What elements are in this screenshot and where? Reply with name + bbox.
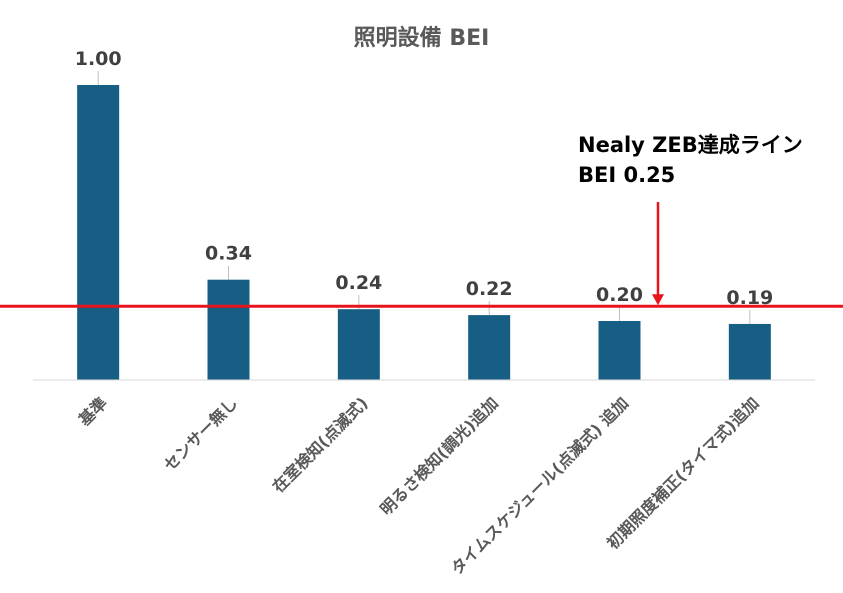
reference-line-label-1: Nealy ZEB達成ライン [578,133,803,157]
reference-line-label-2: BEI 0.25 [578,163,676,187]
category-label: 在室検知(点滅式) [269,393,372,496]
chart-title: 照明設備 BEI [353,26,490,51]
category-label: 明るさ検知(調光)追加 [376,393,502,519]
data-label: 1.00 [75,48,122,70]
bar [207,279,250,380]
data-label: 0.24 [335,272,382,294]
bar [598,321,641,380]
data-label: 0.19 [726,287,773,309]
bar [728,323,771,380]
bar [77,85,120,380]
data-label: 0.34 [205,243,252,265]
category-label: センサー無し [160,393,241,474]
reference-arrow-head [652,294,664,306]
reference-line-annotation: Nealy ZEB達成ライン BEI 0.25 [578,130,803,190]
bar [468,315,511,380]
bar [337,309,380,380]
category-label: 初期照度補正(タイマ式)追加 [603,393,763,553]
data-label: 0.22 [466,278,513,300]
data-label: 0.20 [596,284,643,306]
category-label: 基準 [74,393,111,430]
